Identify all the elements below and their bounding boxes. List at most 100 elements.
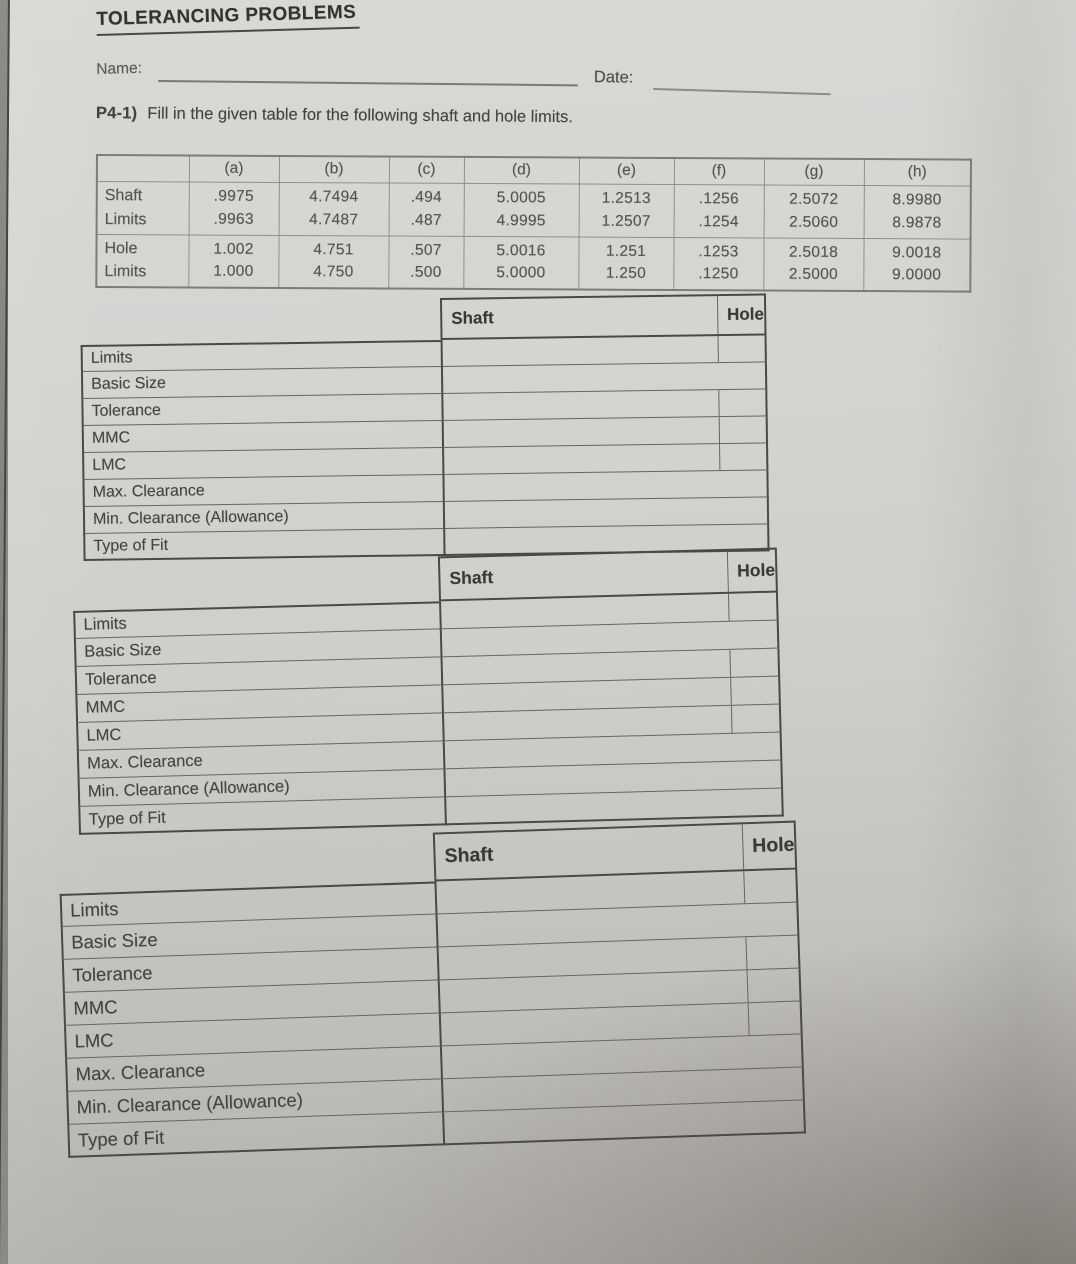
upper-limit: 5.0016 <box>496 241 546 260</box>
lower-limit: .1254 <box>698 212 739 230</box>
hole-limit-f: .1253 .1250 <box>673 237 764 291</box>
col-header-g: (g) <box>763 158 864 186</box>
col-header-b: (b) <box>278 155 389 183</box>
t1-limits-shaft-blank[interactable] <box>442 336 719 366</box>
hole-limit-a: 1.002 1.000 <box>188 234 279 288</box>
fit-table-1: Shaft Hole Limits Basic Size Tolerance M… <box>80 293 770 561</box>
shaft-limit-a: .9975 .9963 <box>188 181 279 235</box>
lower-limit: 2.5060 <box>789 213 839 231</box>
lower-limit: .9963 <box>213 210 254 228</box>
upper-limit: 1.251 <box>605 242 647 260</box>
upper-limit: 1.002 <box>213 240 254 258</box>
shaft-column-header: Shaft <box>434 824 744 880</box>
lower-limit: 9.0000 <box>891 266 942 284</box>
shaft-limit-g: 2.5072 2.5060 <box>763 184 864 239</box>
t2-limits-hole-blank[interactable] <box>729 593 777 621</box>
date-field-line[interactable] <box>652 88 831 96</box>
shaft-limit-b: 4.7494 4.7487 <box>278 181 389 236</box>
date-label: Date: <box>593 68 634 87</box>
fit-table-2: Shaft Hole Limits Basic Size Tolerance M… <box>72 547 784 835</box>
page-title: TOLERANCING PROBLEMS <box>96 1 360 36</box>
col-header-e: (e) <box>578 157 674 185</box>
hole-limit-d: 5.0016 5.0000 <box>463 235 579 290</box>
lower-limit: .1250 <box>698 265 739 283</box>
problem-number: P4-1) <box>95 104 138 123</box>
t2-mmc-hole-blank[interactable] <box>731 677 779 705</box>
lower-limit: 1.2507 <box>601 212 651 230</box>
lower-limit: .500 <box>410 263 442 282</box>
fit-table-1-header: Shaft Hole <box>439 293 767 340</box>
lower-limit: 1.250 <box>605 264 647 283</box>
hole-column-header: Hole <box>751 833 795 857</box>
hole-limit-g: 2.5018 2.5000 <box>763 237 864 292</box>
label-line: Shaft <box>104 187 143 205</box>
fit-table-1-corner <box>80 298 441 345</box>
name-field-line[interactable] <box>157 80 578 87</box>
upper-limit: 1.2513 <box>601 189 651 207</box>
t1-lmc-hole-blank[interactable] <box>720 443 766 470</box>
label-line: Limits <box>104 210 147 228</box>
upper-limit: .1256 <box>698 190 739 208</box>
label-line: Limits <box>104 263 147 281</box>
shaft-limits-row: Shaft Limits .9975 .9963 4.7494 4.7487 .49… <box>96 181 971 239</box>
lower-limit: 1.000 <box>213 262 254 281</box>
col-header-f: (f) <box>673 158 764 185</box>
upper-limit: 5.0005 <box>496 189 546 207</box>
col-header-h: (h) <box>863 159 971 186</box>
lower-limit: 2.5000 <box>788 265 839 284</box>
fit-table-3: Shaft Hole Limits Basic Size Tolerance M… <box>58 820 807 1158</box>
row-label-type-of-fit: Type of Fit <box>83 528 444 561</box>
shaft-limit-h: 8.9980 8.9878 <box>863 185 971 239</box>
shaft-limit-f: .1256 .1254 <box>673 184 764 238</box>
hole-limit-b: 4.751 4.750 <box>278 234 389 289</box>
t3-limits-hole-blank[interactable] <box>744 870 796 904</box>
lower-limit: .487 <box>410 211 442 229</box>
shaft-column-header: Shaft <box>441 296 719 338</box>
hole-limits-row: Hole Limits 1.002 1.000 4.751 4.750 .507.5… <box>96 234 971 292</box>
hole-column-header: Hole <box>726 304 764 324</box>
shaft-limit-d: 5.0005 4.9995 <box>463 182 579 237</box>
upper-limit: .9975 <box>213 187 254 205</box>
upper-limit: 4.7494 <box>309 188 359 206</box>
shaft-limits-label: Shaft Limits <box>96 181 189 235</box>
t2-lmc-hole-blank[interactable] <box>732 705 780 733</box>
limits-corner-cell <box>96 155 189 182</box>
lower-limit: 8.9878 <box>892 213 942 231</box>
upper-limit: 2.5072 <box>789 190 839 208</box>
upper-limit: .1253 <box>698 242 739 261</box>
col-header-a: (a) <box>188 155 279 182</box>
t1-tolerance-shaft-blank[interactable] <box>443 390 720 420</box>
upper-limit: 4.751 <box>313 240 354 259</box>
col-header-d: (d) <box>463 156 579 184</box>
upper-limit: .494 <box>410 188 443 206</box>
lower-limit: 4.7487 <box>309 210 359 228</box>
t3-lmc-hole-blank[interactable] <box>748 1001 800 1035</box>
upper-limit: 2.5018 <box>788 243 839 261</box>
t2-tolerance-hole-blank[interactable] <box>730 649 778 677</box>
t1-mmc-hole-blank[interactable] <box>719 416 765 443</box>
paper-page: TOLERANCING PROBLEMS Name: Date: P4-1) Fi… <box>8 0 1076 1264</box>
lower-limit: 4.9995 <box>496 211 546 229</box>
lower-limit: 4.750 <box>313 263 354 281</box>
lower-limit: 5.0000 <box>496 264 546 282</box>
t3-tolerance-hole-blank[interactable] <box>746 936 798 970</box>
shaft-limit-e: 1.2513 1.2507 <box>578 183 674 238</box>
t1-limits-hole-blank[interactable] <box>718 335 764 362</box>
problem-text: Fill in the given table for the followin… <box>147 104 573 127</box>
limits-data-table: (a) (b) (c) (d) (e) (f) (g) (h) Shaft Li… <box>95 154 972 293</box>
hole-limit-c: .507 .500 <box>388 235 464 289</box>
shaft-limit-c: .494 .487 <box>388 182 464 236</box>
problem-statement: P4-1) Fill in the given table for the fol… <box>96 104 796 129</box>
t1-tolerance-hole-blank[interactable] <box>719 389 765 416</box>
col-header-c: (c) <box>388 156 464 183</box>
hole-limits-label: Hole Limits <box>96 234 189 288</box>
upper-limit: 8.9980 <box>892 191 942 209</box>
upper-limit: .507 <box>410 241 442 259</box>
t1-lmc-shaft-blank[interactable] <box>444 444 721 474</box>
hole-column-header: Hole <box>736 559 776 581</box>
t1-mmc-shaft-blank[interactable] <box>443 417 720 447</box>
shaft-column-header: Shaft <box>439 550 729 600</box>
t3-mmc-hole-blank[interactable] <box>747 969 799 1003</box>
hole-limit-h: 9.0018 9.0000 <box>863 238 971 292</box>
